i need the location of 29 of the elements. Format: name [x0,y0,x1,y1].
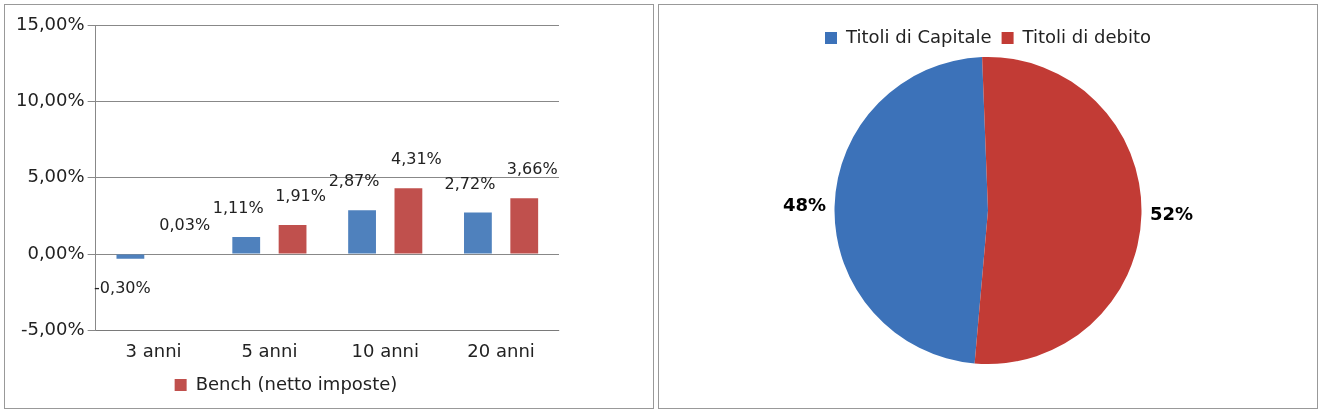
data-label: 3,66% [506,159,558,179]
legend-label: Bench (netto imposte) [195,372,398,394]
bar [278,224,307,254]
y-tick-label: 10,00% [15,89,85,111]
bar [394,188,423,254]
data-label: 1,91% [275,186,326,206]
data-label: 0,03% [159,214,211,234]
x-tick-label: 3 anni [125,339,182,361]
bar [510,198,539,254]
data-label: 2,87% [328,171,380,191]
data-label: 2,72% [444,173,496,193]
data-label: -0,30% [94,277,151,297]
bar [464,212,492,254]
legend-label: Titoli di Capitale [845,25,992,47]
y-tick-label: -5,00% [20,318,85,340]
x-tick-label: 5 anni [241,339,298,361]
data-label: 1,11% [212,198,264,218]
data-label: 4,31% [390,149,442,169]
x-tick-label: 10 anni [351,339,419,361]
x-tick-label: 20 anni [467,339,535,361]
data-label: 52% [1149,202,1193,224]
y-tick-label: 5,00% [27,165,85,187]
bar [348,210,376,254]
bar [116,254,145,259]
legend-label: Titoli di debito [1021,25,1151,47]
y-tick-label: 15,00% [15,12,85,34]
y-tick-label: 0,00% [27,241,85,263]
bar [232,237,261,254]
data-label: 48% [783,193,827,215]
